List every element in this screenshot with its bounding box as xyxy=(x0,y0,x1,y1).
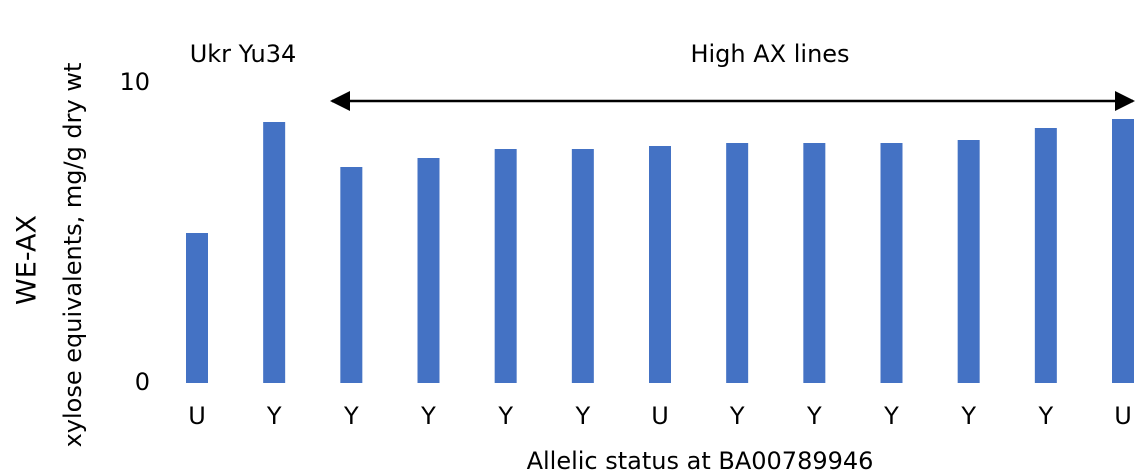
x-tick-label: Y xyxy=(960,402,976,430)
bar xyxy=(1034,128,1057,383)
bar xyxy=(726,143,749,383)
x-tick-label: Y xyxy=(266,402,282,430)
bar xyxy=(803,143,826,383)
x-tick-label: U xyxy=(651,402,669,430)
bar xyxy=(957,140,980,383)
x-tick-label: Y xyxy=(420,402,436,430)
x-tick-label: Y xyxy=(343,402,359,430)
bar xyxy=(571,149,594,383)
y-tick-label: 10 xyxy=(119,68,150,96)
annotation: High AX lines xyxy=(690,40,849,68)
bar xyxy=(186,233,208,383)
bar xyxy=(494,149,517,383)
x-tick-label: Y xyxy=(574,402,590,430)
x-tick-label: Y xyxy=(883,402,899,430)
x-tick-label: Y xyxy=(1037,402,1053,430)
bar xyxy=(880,143,903,383)
x-tick-label: Y xyxy=(806,402,822,430)
x-axis-label: Allelic status at BA00789946 xyxy=(527,447,874,475)
x-tick-label: U xyxy=(188,402,206,430)
annotation: Ukr Yu34 xyxy=(190,40,297,68)
bar xyxy=(340,167,363,383)
y-axis-label: WE-AX xyxy=(12,215,43,305)
y-tick-label: 0 xyxy=(135,368,150,396)
x-tick-label: U xyxy=(1114,402,1132,430)
bar xyxy=(417,158,440,383)
y-axis-sublabel: xylose equivalents, mg/g dry wt xyxy=(59,63,87,448)
bar xyxy=(649,146,671,383)
x-tick-label: Y xyxy=(729,402,745,430)
bar xyxy=(1112,119,1134,383)
x-tick-label: Y xyxy=(497,402,513,430)
bar xyxy=(263,122,286,383)
